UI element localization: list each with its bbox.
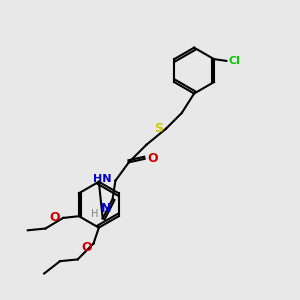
Text: N: N <box>100 202 111 215</box>
Text: HN: HN <box>93 174 111 184</box>
Text: O: O <box>81 241 92 254</box>
Text: Cl: Cl <box>228 56 240 66</box>
Text: H: H <box>91 209 99 219</box>
Text: O: O <box>148 152 158 165</box>
Text: S: S <box>154 122 163 135</box>
Text: O: O <box>50 212 60 224</box>
